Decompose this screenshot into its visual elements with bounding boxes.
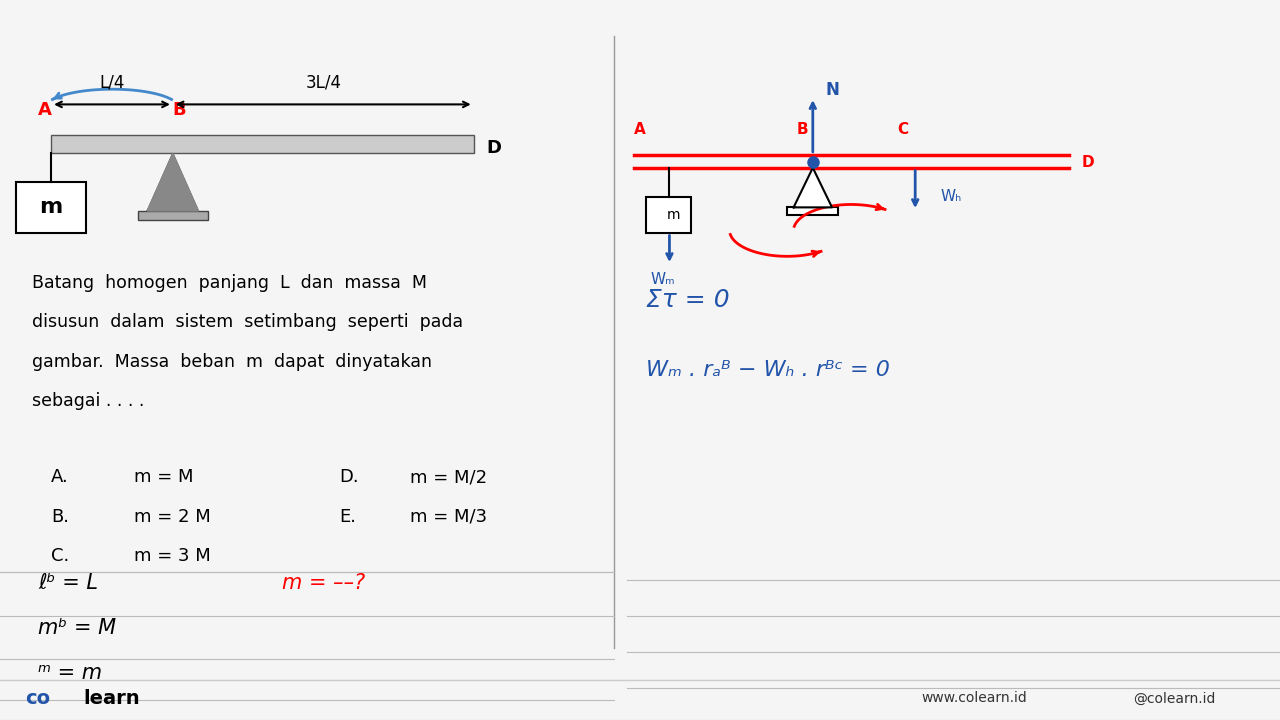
Text: Wₕ: Wₕ <box>941 189 963 204</box>
Text: A: A <box>38 101 51 119</box>
Text: ᵐ = m: ᵐ = m <box>38 663 102 683</box>
Text: D.: D. <box>339 468 358 486</box>
Text: m = M/3: m = M/3 <box>410 508 486 526</box>
Text: B: B <box>796 122 809 137</box>
Polygon shape <box>147 153 198 211</box>
FancyBboxPatch shape <box>138 211 207 220</box>
Text: 3L/4: 3L/4 <box>305 73 342 91</box>
Text: disusun  dalam  sistem  setimbang  seperti  pada: disusun dalam sistem setimbang seperti p… <box>32 313 463 331</box>
Text: D: D <box>486 138 502 157</box>
Text: learn: learn <box>83 689 140 708</box>
Text: gambar.  Massa  beban  m  dapat  dinyatakan: gambar. Massa beban m dapat dinyatakan <box>32 353 433 371</box>
Text: ℓᵇ = L: ℓᵇ = L <box>38 573 99 593</box>
Text: Wₘ: Wₘ <box>650 272 676 287</box>
Text: m = ––?: m = ––? <box>282 573 365 593</box>
Text: B.: B. <box>51 508 69 526</box>
Text: E.: E. <box>339 508 356 526</box>
Text: m = M: m = M <box>134 468 193 486</box>
Text: m = 2 M: m = 2 M <box>134 508 211 526</box>
FancyBboxPatch shape <box>646 197 691 233</box>
Text: C.: C. <box>51 547 69 565</box>
Polygon shape <box>794 168 832 207</box>
FancyBboxPatch shape <box>787 207 838 215</box>
Text: Στ = 0: Στ = 0 <box>646 288 730 312</box>
Text: Batang  homogen  panjang  L  dan  massa  M: Batang homogen panjang L dan massa M <box>32 274 428 292</box>
Text: m = M/2: m = M/2 <box>410 468 486 486</box>
Text: C: C <box>897 122 908 137</box>
Text: B: B <box>173 101 186 119</box>
Text: A: A <box>634 122 646 137</box>
Text: N: N <box>826 81 840 99</box>
Text: L/4: L/4 <box>100 73 124 91</box>
Text: @colearn.id: @colearn.id <box>1134 691 1216 706</box>
Text: Wₘ . rₐᴮ − Wₕ . rᴮᶜ = 0: Wₘ . rₐᴮ − Wₕ . rᴮᶜ = 0 <box>646 360 891 380</box>
Text: m = 3 M: m = 3 M <box>134 547 211 565</box>
FancyBboxPatch shape <box>51 135 474 153</box>
Text: D: D <box>1082 155 1094 169</box>
Text: m: m <box>40 197 63 217</box>
Text: mᵇ = M: mᵇ = M <box>38 618 116 638</box>
Text: m: m <box>667 207 681 222</box>
Text: sebagai . . . .: sebagai . . . . <box>32 392 145 410</box>
Text: A.: A. <box>51 468 69 486</box>
FancyBboxPatch shape <box>15 182 87 233</box>
Text: co: co <box>26 689 51 708</box>
Text: www.colearn.id: www.colearn.id <box>922 691 1028 706</box>
